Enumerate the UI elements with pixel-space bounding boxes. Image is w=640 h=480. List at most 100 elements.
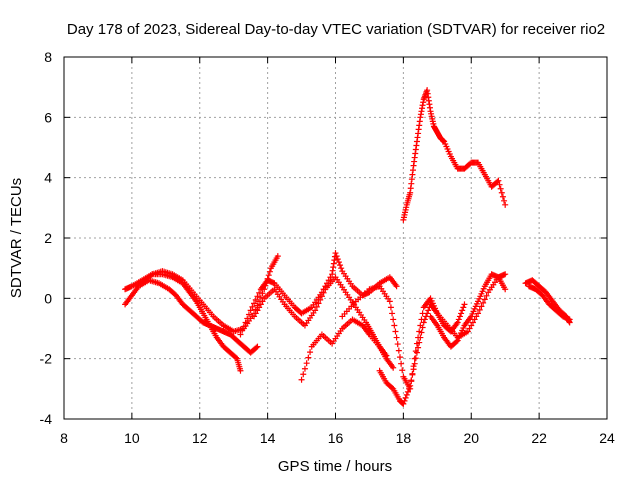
data-point	[410, 366, 417, 373]
y-tick-label: 2	[44, 230, 52, 246]
data-point	[420, 319, 427, 326]
data-point	[392, 328, 399, 335]
data-point	[421, 316, 428, 323]
x-tick-label: 16	[328, 430, 344, 446]
data-point	[483, 292, 490, 299]
x-tick-label: 8	[60, 430, 68, 446]
data-point	[399, 367, 406, 374]
data-point	[398, 360, 405, 367]
data-point	[334, 256, 341, 263]
data-point	[401, 397, 408, 404]
data-point	[251, 313, 258, 320]
data-point	[242, 319, 249, 326]
data-point	[501, 197, 508, 204]
y-tick-label: 0	[44, 290, 52, 306]
chart-title: Day 178 of 2023, Sidereal Day-to-day VTE…	[67, 21, 605, 38]
data-point	[406, 385, 413, 392]
data-point	[232, 354, 239, 361]
tick-layer	[63, 56, 608, 420]
series-arc-j	[427, 271, 509, 350]
data-point	[464, 328, 471, 335]
data-point	[244, 315, 251, 322]
data-point	[413, 349, 420, 356]
x-tick-label: 20	[463, 430, 479, 446]
data-point	[247, 307, 254, 314]
data-point	[481, 296, 488, 303]
x-tick-label: 18	[396, 430, 412, 446]
series-arc-d	[237, 250, 400, 338]
data-point	[252, 310, 259, 317]
data-point	[317, 296, 324, 303]
y-tick-label: -4	[40, 411, 53, 427]
data-point	[502, 271, 509, 278]
data-point	[499, 193, 506, 200]
data-point	[468, 322, 475, 329]
y-axis-title: SDTVAR / TECUs	[8, 178, 25, 298]
grid-layer	[64, 57, 607, 419]
data-point	[335, 259, 342, 266]
data-point	[425, 307, 432, 314]
data-point	[403, 391, 410, 398]
data-point	[300, 371, 307, 378]
data-point	[416, 339, 423, 346]
data-point	[424, 310, 431, 317]
data-point	[274, 253, 281, 260]
data-point	[480, 299, 487, 306]
series-arc-i	[400, 87, 509, 223]
y-tick-label: -2	[40, 351, 53, 367]
data-point	[318, 293, 325, 300]
data-point	[256, 289, 263, 296]
data-point	[256, 304, 263, 311]
data-point	[415, 344, 422, 351]
data-point	[245, 311, 252, 318]
data-point	[391, 322, 398, 329]
data-point	[303, 360, 310, 367]
data-point	[254, 307, 261, 314]
data-point	[454, 319, 461, 326]
x-tick-label: 10	[124, 430, 140, 446]
data-layer	[122, 87, 573, 407]
data-point	[325, 277, 332, 284]
data-point	[566, 316, 573, 323]
data-point	[298, 376, 305, 383]
data-point	[237, 331, 244, 338]
data-point	[266, 268, 273, 275]
y-tick-label: 6	[44, 109, 52, 125]
data-point	[471, 316, 478, 323]
data-point	[461, 301, 468, 308]
data-point	[453, 338, 460, 345]
series-arc-a	[122, 271, 244, 374]
data-point	[395, 347, 402, 354]
data-point	[254, 293, 261, 300]
series-arc-h	[376, 301, 468, 407]
data-point	[411, 360, 418, 367]
data-point	[252, 296, 259, 303]
data-point	[390, 316, 397, 323]
data-point	[400, 400, 407, 407]
data-point	[257, 294, 264, 301]
data-point	[495, 177, 502, 184]
x-tick-label: 24	[599, 430, 615, 446]
series-arc-f	[298, 316, 397, 383]
data-point	[455, 316, 462, 323]
data-point	[338, 265, 345, 272]
data-point	[466, 325, 473, 332]
data-point	[476, 306, 483, 313]
y-tick-label: 8	[44, 49, 52, 65]
data-point	[459, 307, 466, 314]
data-point	[418, 329, 425, 336]
data-point	[389, 310, 396, 317]
data-point	[404, 388, 411, 395]
data-point	[257, 301, 264, 308]
data-point	[407, 382, 414, 389]
data-point	[417, 334, 424, 341]
data-point	[313, 303, 320, 310]
data-point	[389, 384, 396, 391]
data-point	[502, 201, 509, 208]
data-point	[327, 274, 334, 281]
data-point	[315, 300, 322, 307]
data-point	[458, 310, 465, 317]
series-arc-e	[251, 274, 390, 359]
